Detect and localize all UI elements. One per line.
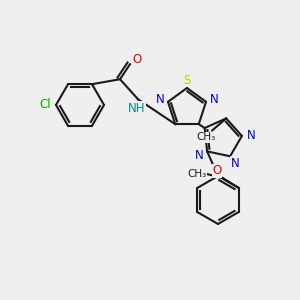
Text: NH: NH	[128, 102, 146, 115]
Text: Cl: Cl	[39, 98, 51, 112]
Text: N: N	[231, 157, 239, 170]
Text: O: O	[132, 53, 142, 66]
Text: O: O	[212, 164, 221, 178]
Text: N: N	[156, 93, 164, 106]
Text: N: N	[210, 93, 218, 106]
Text: S: S	[183, 74, 191, 86]
Text: N: N	[247, 129, 255, 142]
Text: N: N	[195, 149, 203, 162]
Text: CH₃: CH₃	[196, 132, 216, 142]
Text: CH₃: CH₃	[187, 169, 206, 179]
